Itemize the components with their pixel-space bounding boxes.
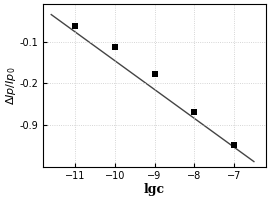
Point	[152, 73, 157, 76]
Point	[192, 110, 197, 113]
Point	[73, 25, 77, 28]
X-axis label: lgc: lgc	[144, 183, 165, 196]
Point	[113, 45, 117, 48]
Y-axis label: $\Delta Ip/Ip_0$: $\Delta Ip/Ip_0$	[4, 66, 18, 105]
Point	[232, 143, 236, 147]
